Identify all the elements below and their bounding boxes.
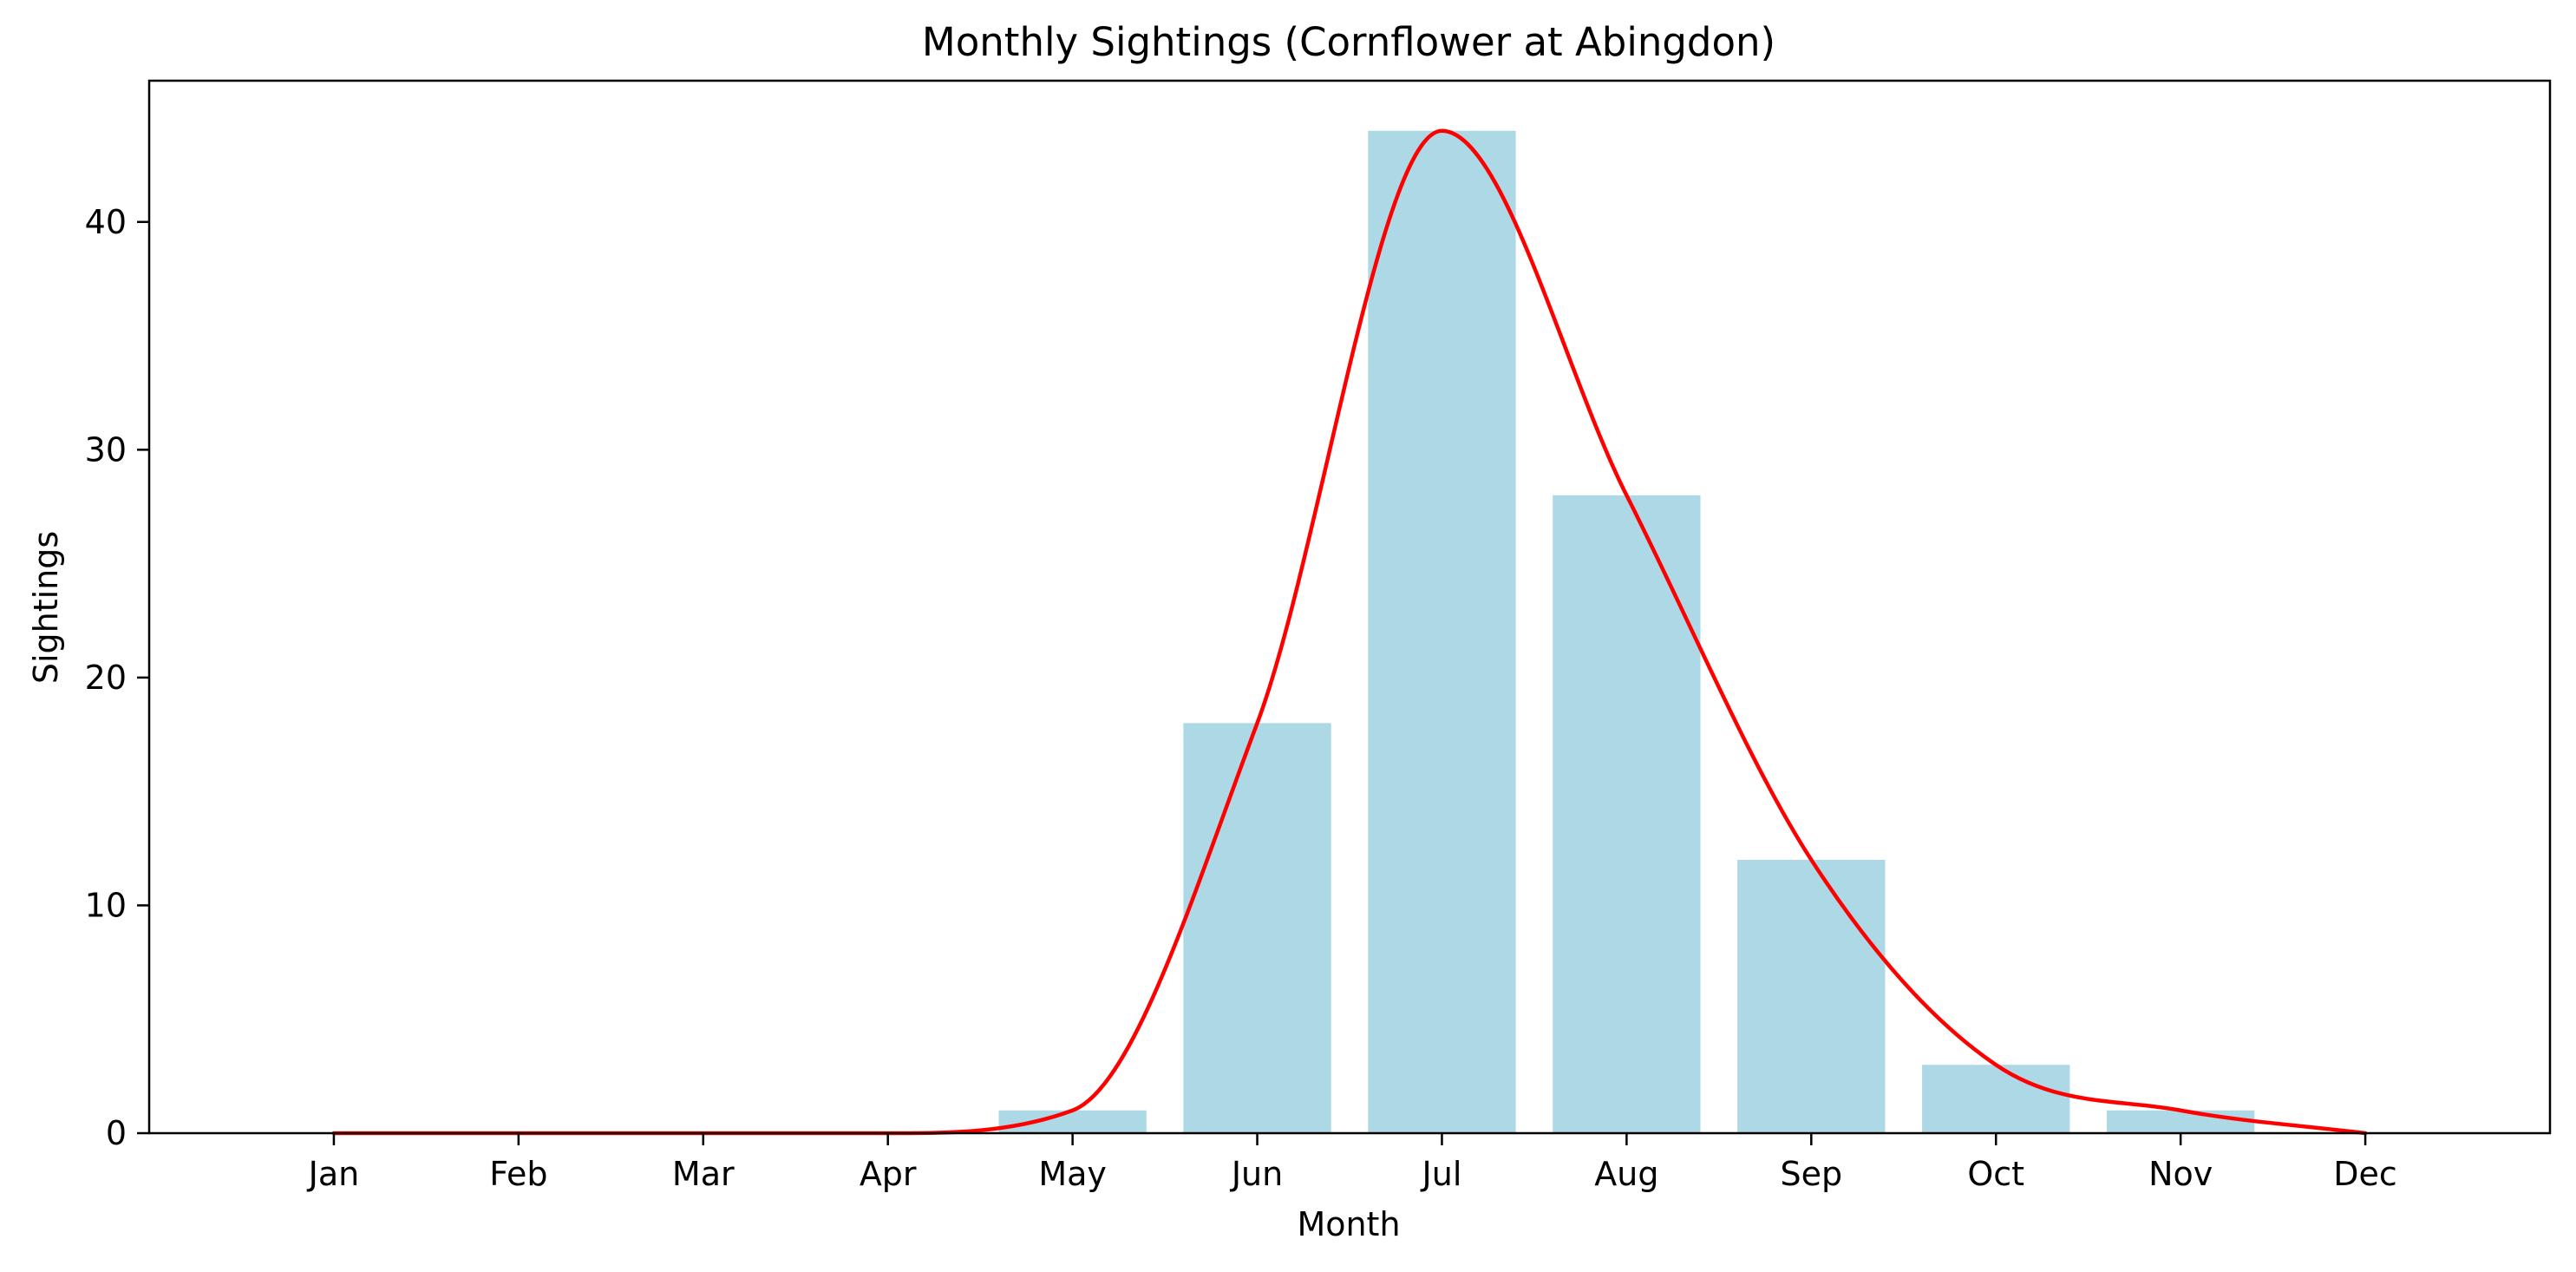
x-tick-label-aug: Aug [1594,1155,1658,1193]
y-tick-label-40: 40 [85,203,127,241]
y-tick-label-0: 0 [106,1114,127,1152]
x-axis: Jan Feb Mar Apr May Jun Jul Aug Sep Oct Nov Dec [307,1133,2397,1193]
y-tick-label-30: 30 [85,430,127,469]
bar-aug [1553,495,1701,1133]
x-tick-label-apr: Apr [860,1155,917,1193]
bar-jul [1368,130,1516,1133]
x-tick-label-oct: Oct [1967,1155,2024,1193]
plot-frame [147,79,2552,1135]
bar-jun [1183,723,1331,1133]
x-axis-label: Month [1297,1205,1400,1243]
bars-group [998,130,2255,1133]
y-axis: 0 10 20 30 40 [85,203,149,1152]
bar-oct [1922,1065,2070,1133]
x-tick-label-mar: Mar [672,1155,735,1193]
x-tick-label-dec: Dec [2333,1155,2397,1193]
x-tick-label-feb: Feb [489,1155,547,1193]
x-tick-label-nov: Nov [2148,1155,2213,1193]
y-axis-label: Sightings [27,531,65,684]
bar-sep [1737,859,1886,1133]
x-tick-label-jun: Jun [1230,1155,1283,1193]
x-tick-label-jan: Jan [307,1155,360,1193]
x-tick-label-may: May [1038,1155,1107,1193]
bar-may [998,1110,1147,1133]
x-tick-label-sep: Sep [1780,1155,1842,1193]
y-tick-label-20: 20 [85,659,127,697]
x-tick-label-jul: Jul [1421,1155,1462,1193]
bar-nov [2106,1110,2255,1133]
y-tick-label-10: 10 [85,886,127,924]
chart-title: Monthly Sightings (Cornflower at Abingdo… [922,19,1775,65]
